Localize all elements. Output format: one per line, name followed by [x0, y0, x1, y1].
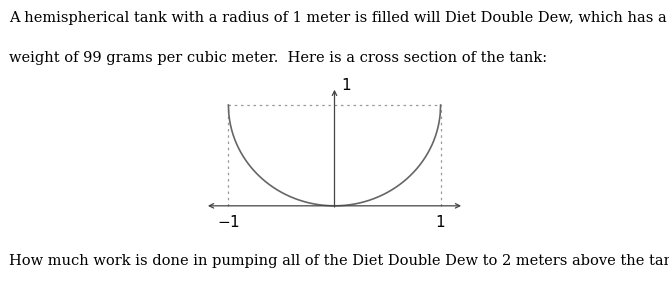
Text: How much work is done in pumping all of the Diet Double Dew to 2 meters above th: How much work is done in pumping all of … — [9, 254, 669, 268]
Text: A hemispherical tank with a radius of 1 meter is filled will Diet Double Dew, wh: A hemispherical tank with a radius of 1 … — [9, 11, 666, 25]
Text: $1$: $1$ — [341, 77, 351, 93]
Text: $-1$: $-1$ — [217, 214, 240, 230]
Text: $1$: $1$ — [436, 214, 446, 230]
Text: weight of 99 grams per cubic meter.  Here is a cross section of the tank:: weight of 99 grams per cubic meter. Here… — [9, 51, 547, 65]
